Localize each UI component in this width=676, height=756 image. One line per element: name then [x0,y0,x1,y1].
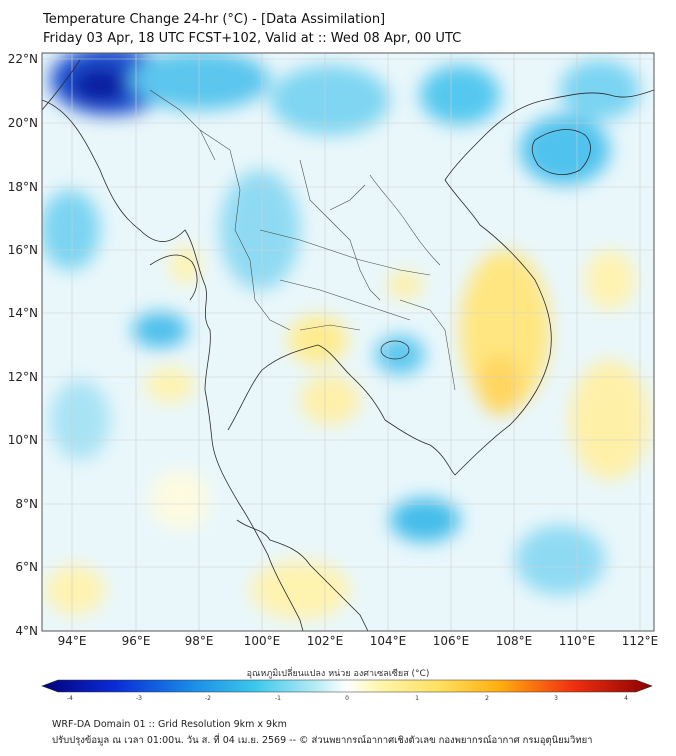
graticule [42,53,654,631]
lat-label: 6°N [15,560,38,574]
footer-model-info: WRF-DA Domain 01 :: Grid Resolution 9km … [52,719,287,730]
admin-borders [149,89,456,391]
lon-label: 112°E [622,634,659,648]
lat-label: 16°N [8,243,38,257]
colorbar-tick: 0 [345,695,349,702]
lon-label: 94°E [58,634,87,648]
lon-label: 96°E [122,634,151,648]
lon-label: 108°E [496,634,533,648]
lat-label: 14°N [8,306,38,320]
colorbar-tick: 3 [554,695,558,702]
map-subtitle: Friday 03 Apr, 18 UTC FCST+102, Valid at… [43,31,462,46]
lon-label: 98°E [185,634,214,648]
lat-label: 18°N [8,180,38,194]
lon-label: 104°E [370,634,407,648]
lat-axis: 22°N 20°N 18°N 16°N 14°N 12°N 10°N 8°N 6… [8,52,38,638]
footer-update-info: ปรับปรุงข้อมูล ณ เวลา 01:00น. วัน ส. ที่… [52,735,593,746]
colorbar-label: อุณหภูมิเปลี่ยนแปลง หน่วย องศาเซลเซียส (… [246,669,430,679]
map-frame [41,52,655,632]
lon-label: 102°E [307,634,344,648]
coastlines [42,59,654,631]
lon-label: 106°E [433,634,470,648]
lon-label: 110°E [559,634,596,648]
lon-axis: 94°E 96°E 98°E 100°E 102°E 104°E 106°E 1… [58,634,659,648]
colorbar-tick: 4 [624,695,628,702]
colorbar-tick: -4 [67,695,73,702]
tonle-sap-lake [380,340,410,360]
colorbar-tick: 1 [415,695,419,702]
colorbar-tick: -3 [136,695,142,702]
map-title: Temperature Change 24-hr (°C) - [Data As… [43,12,386,27]
lat-label: 4°N [15,624,38,638]
lon-label: 100°E [244,634,281,648]
colorbar: -4 -3 -2 -1 0 1 2 3 4 [41,679,653,702]
lat-label: 20°N [8,116,38,130]
colorbar-ticks: -4 -3 -2 -1 0 1 2 3 4 [67,695,628,702]
colorbar-tick: 2 [485,695,489,702]
colorbar-tick: -2 [205,695,211,702]
temperature-field [42,53,650,620]
lat-label: 12°N [8,370,38,384]
lat-label: 22°N [8,52,38,66]
plot-area [42,53,654,631]
colorbar-tick: -1 [275,695,281,702]
lat-label: 8°N [15,497,38,511]
lat-label: 10°N [8,433,38,447]
